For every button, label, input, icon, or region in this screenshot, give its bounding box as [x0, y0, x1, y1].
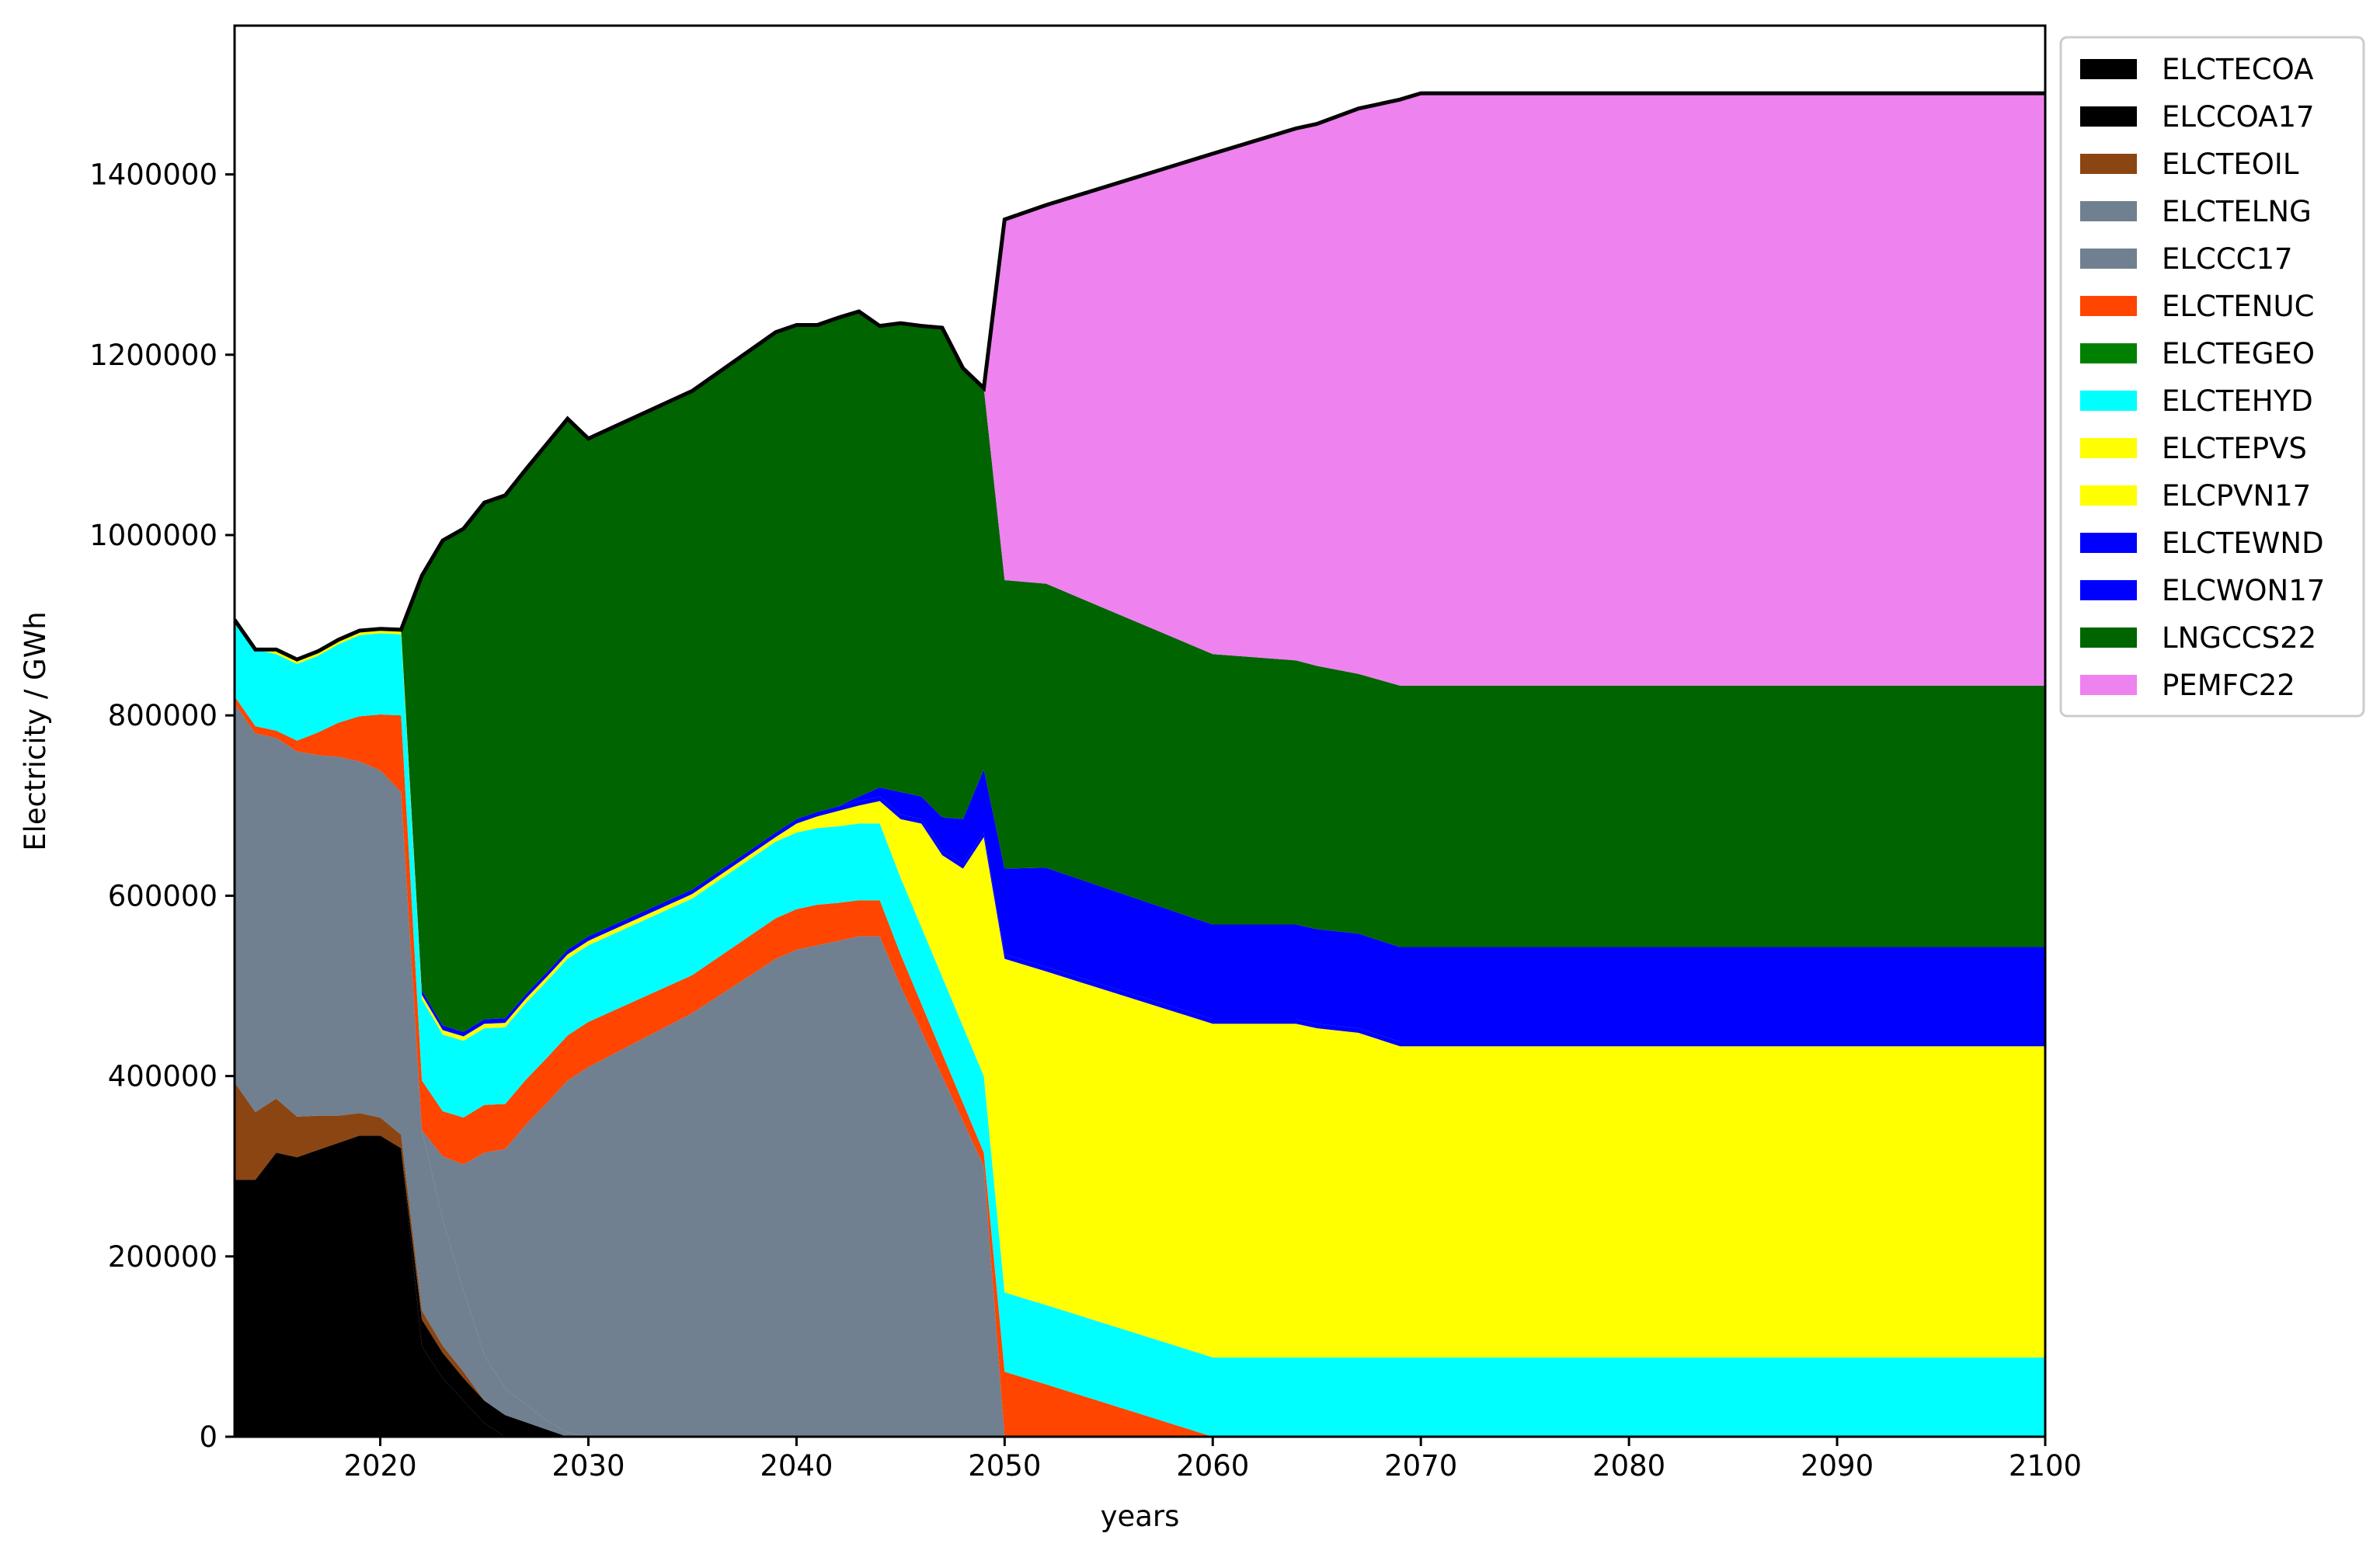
legend-swatch-elctelng: [2080, 201, 2137, 221]
total-outline-line: [235, 91, 2045, 662]
area-series-elcpvn17: [235, 620, 2045, 1354]
legend-swatch-elctenuc: [2080, 296, 2137, 316]
x-tick-label: 2100: [2009, 1449, 2082, 1483]
y-tick-label: 400000: [108, 1060, 217, 1093]
x-tick-label: 2030: [552, 1449, 625, 1483]
legend-label-elcwon17: ELCWON17: [2162, 574, 2325, 607]
legend-label-elctecoa: ELCTECOA: [2162, 53, 2313, 86]
legend-swatch-elccoa17: [2080, 106, 2137, 127]
y-tick-label: 800000: [108, 699, 217, 732]
legend: ELCTECOA ELCCOA17 ELCTEOIL ELCTELNG ELCCC17 E…: [2059, 36, 2365, 718]
y-tick-label: 1400000: [89, 158, 217, 192]
legend-label-elcpvn17: ELCPVN17: [2162, 479, 2311, 513]
y-tick-label: 0: [199, 1420, 217, 1454]
x-axis-title: years: [1101, 1500, 1180, 1533]
area-layers: [235, 91, 2045, 1437]
x-tick-label: 2080: [1592, 1449, 1665, 1483]
y-tick-label: 600000: [108, 879, 217, 913]
y-tick-label: 1000000: [89, 519, 217, 552]
legend-swatch-elctehyd: [2080, 391, 2137, 411]
x-tick-label: 2070: [1384, 1449, 1457, 1483]
x-axis: 2020 2030 2040 2050 2060 2070 2080 2090 2100: [343, 1437, 2082, 1483]
legend-label-elccc17: ELCCC17: [2162, 242, 2293, 276]
x-tick-label: 2090: [1801, 1449, 1874, 1483]
legend-swatch-elcwon17: [2080, 580, 2137, 600]
legend-label-elctelng: ELCTELNG: [2162, 195, 2312, 228]
legend-label-pemfc22: PEMFC22: [2162, 669, 2295, 702]
legend-swatch-elcpvn17: [2080, 485, 2137, 506]
area-series-elcwon17: [235, 620, 2045, 1042]
y-axis: 0 200000 400000 600000 800000 1000000 1200000 1…: [89, 158, 235, 1454]
x-tick-label: 2020: [343, 1449, 416, 1483]
legend-label-elctepvs: ELCTEPVS: [2162, 432, 2307, 465]
legend-swatch-lngccs22: [2080, 628, 2137, 648]
legend-swatch-elctegeo: [2080, 343, 2137, 363]
x-tick-label: 2050: [968, 1449, 1041, 1483]
y-axis-title: Electricity / GWh: [19, 611, 52, 850]
legend-label-elctewnd: ELCTEWND: [2162, 527, 2324, 560]
plot-frame: [233, 24, 2047, 1438]
legend-swatch-elcteoil: [2080, 154, 2137, 174]
area-series-elccc17: [235, 704, 2045, 1437]
legend-label-elctenuc: ELCTENUC: [2162, 290, 2314, 323]
legend-swatch-elctepvs: [2080, 438, 2137, 458]
legend-label-lngccs22: LNGCCS22: [2162, 621, 2316, 655]
area-series-elctecoa: [235, 1135, 2045, 1437]
area-series-lngccs22: [235, 311, 2045, 1032]
legend-swatch-elctewnd: [2080, 533, 2137, 553]
y-tick-label: 200000: [108, 1240, 217, 1274]
legend-swatch-elccc17: [2080, 249, 2137, 269]
x-tick-label: 2060: [1176, 1449, 1249, 1483]
legend-label-elcteoil: ELCTEOIL: [2162, 148, 2299, 181]
legend-swatch-pemfc22: [2080, 675, 2137, 695]
x-tick-label: 2040: [760, 1449, 833, 1483]
legend-label-elctegeo: ELCTEGEO: [2162, 337, 2315, 370]
legend-box: [2059, 36, 2365, 718]
legend-label-elccoa17: ELCCOA17: [2162, 100, 2315, 134]
area-series-pemfc22: [235, 93, 2045, 686]
legend-swatch-elctecoa: [2080, 59, 2137, 79]
legend-label-elctehyd: ELCTEHYD: [2162, 384, 2313, 418]
y-tick-label: 1200000: [89, 339, 217, 372]
